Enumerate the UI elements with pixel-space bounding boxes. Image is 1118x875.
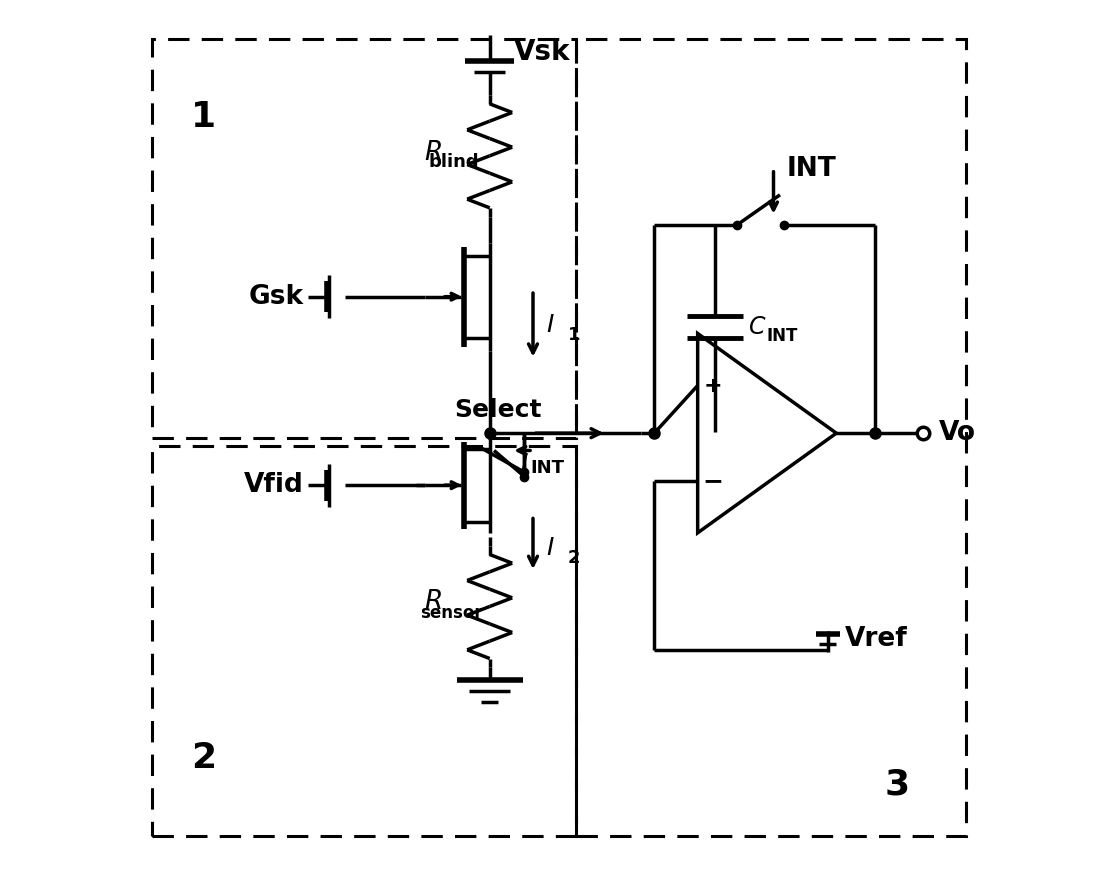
Text: $R$: $R$ — [424, 589, 442, 615]
Bar — [152, 446, 577, 836]
Text: $R$: $R$ — [424, 140, 442, 166]
Text: $I$: $I$ — [546, 313, 555, 337]
Text: blind: blind — [428, 153, 480, 171]
Text: Select: Select — [455, 398, 542, 422]
Text: +: + — [704, 375, 722, 396]
Bar — [577, 38, 966, 836]
Text: $I$: $I$ — [520, 452, 529, 476]
Text: −: − — [703, 469, 723, 493]
Text: INT: INT — [767, 326, 798, 345]
Text: 1: 1 — [191, 100, 216, 134]
Text: Vref: Vref — [845, 626, 908, 652]
Text: 2: 2 — [191, 741, 216, 775]
Text: INT: INT — [786, 156, 836, 182]
Text: 1: 1 — [568, 326, 580, 344]
Text: INT: INT — [531, 459, 565, 477]
Text: 3: 3 — [884, 767, 910, 802]
Text: Vsk: Vsk — [513, 38, 570, 66]
Text: Vo: Vo — [939, 420, 976, 446]
Text: 2: 2 — [568, 549, 580, 567]
Text: Vfid: Vfid — [244, 473, 303, 498]
Text: $I$: $I$ — [546, 536, 555, 560]
Bar — [152, 38, 577, 438]
Text: sensor: sensor — [420, 604, 483, 621]
Text: $C$: $C$ — [748, 315, 766, 339]
Text: Gsk: Gsk — [248, 284, 303, 310]
